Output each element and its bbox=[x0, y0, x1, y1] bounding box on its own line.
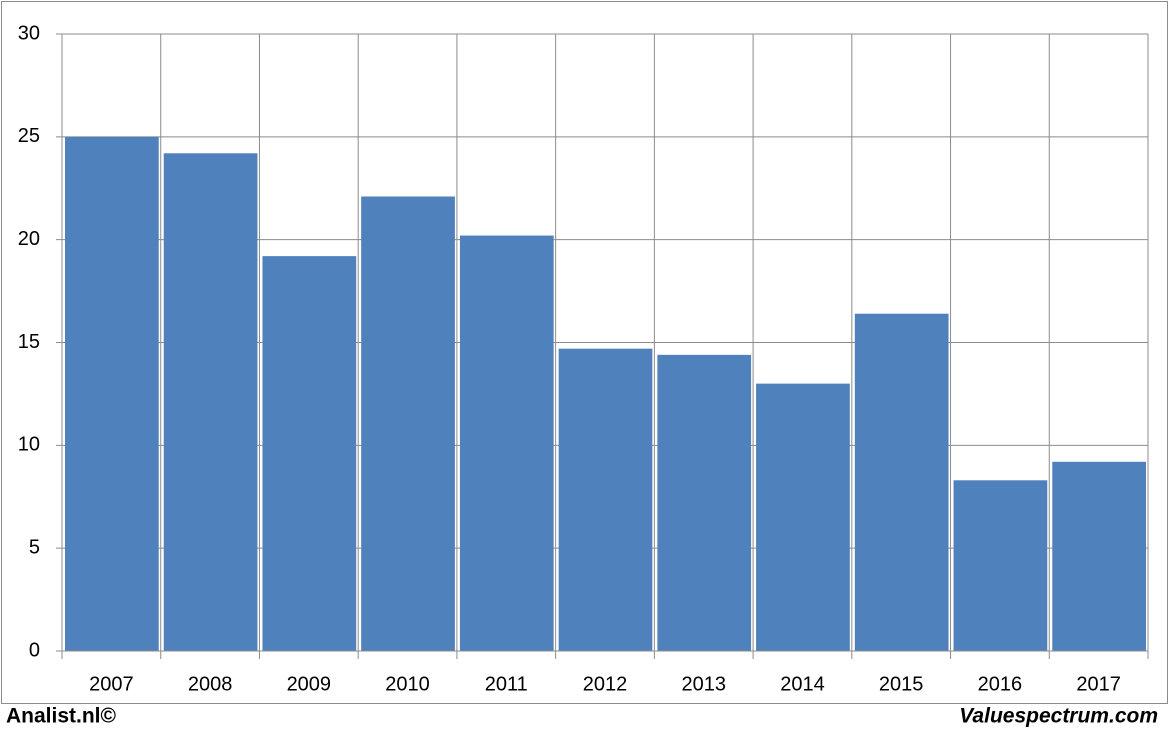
bar bbox=[163, 153, 258, 651]
y-tick-label: 25 bbox=[18, 125, 40, 147]
x-tick-label: 2008 bbox=[188, 673, 233, 695]
footer-left: Analist.nl© bbox=[6, 705, 117, 728]
bar bbox=[953, 480, 1048, 651]
x-tick-label: 2009 bbox=[287, 673, 332, 695]
x-tick-label: 2016 bbox=[978, 673, 1023, 695]
bar bbox=[854, 313, 949, 651]
x-tick-label: 2014 bbox=[780, 673, 825, 695]
bar bbox=[262, 256, 357, 651]
x-tick-label: 2013 bbox=[681, 673, 726, 695]
y-tick-label: 20 bbox=[18, 228, 40, 250]
footer-right: Valuespectrum.com bbox=[959, 705, 1158, 728]
bar bbox=[459, 235, 554, 651]
x-tick-label: 2012 bbox=[583, 673, 628, 695]
x-tick-label: 2010 bbox=[385, 673, 430, 695]
y-tick-label: 5 bbox=[29, 536, 40, 558]
bar bbox=[657, 354, 752, 651]
bar bbox=[1052, 461, 1146, 651]
bar bbox=[361, 196, 455, 651]
x-tick-label: 2011 bbox=[485, 673, 528, 695]
y-tick-label: 30 bbox=[18, 22, 40, 44]
y-tick-label: 15 bbox=[18, 331, 40, 353]
bar bbox=[65, 136, 159, 652]
bar bbox=[756, 383, 850, 651]
bar bbox=[558, 348, 653, 651]
x-tick-label: 2007 bbox=[89, 673, 134, 695]
y-tick-label: 0 bbox=[29, 639, 40, 661]
x-tick-label: 2017 bbox=[1076, 673, 1121, 695]
x-tick-label: 2015 bbox=[879, 673, 924, 695]
y-tick-label: 10 bbox=[18, 434, 40, 456]
